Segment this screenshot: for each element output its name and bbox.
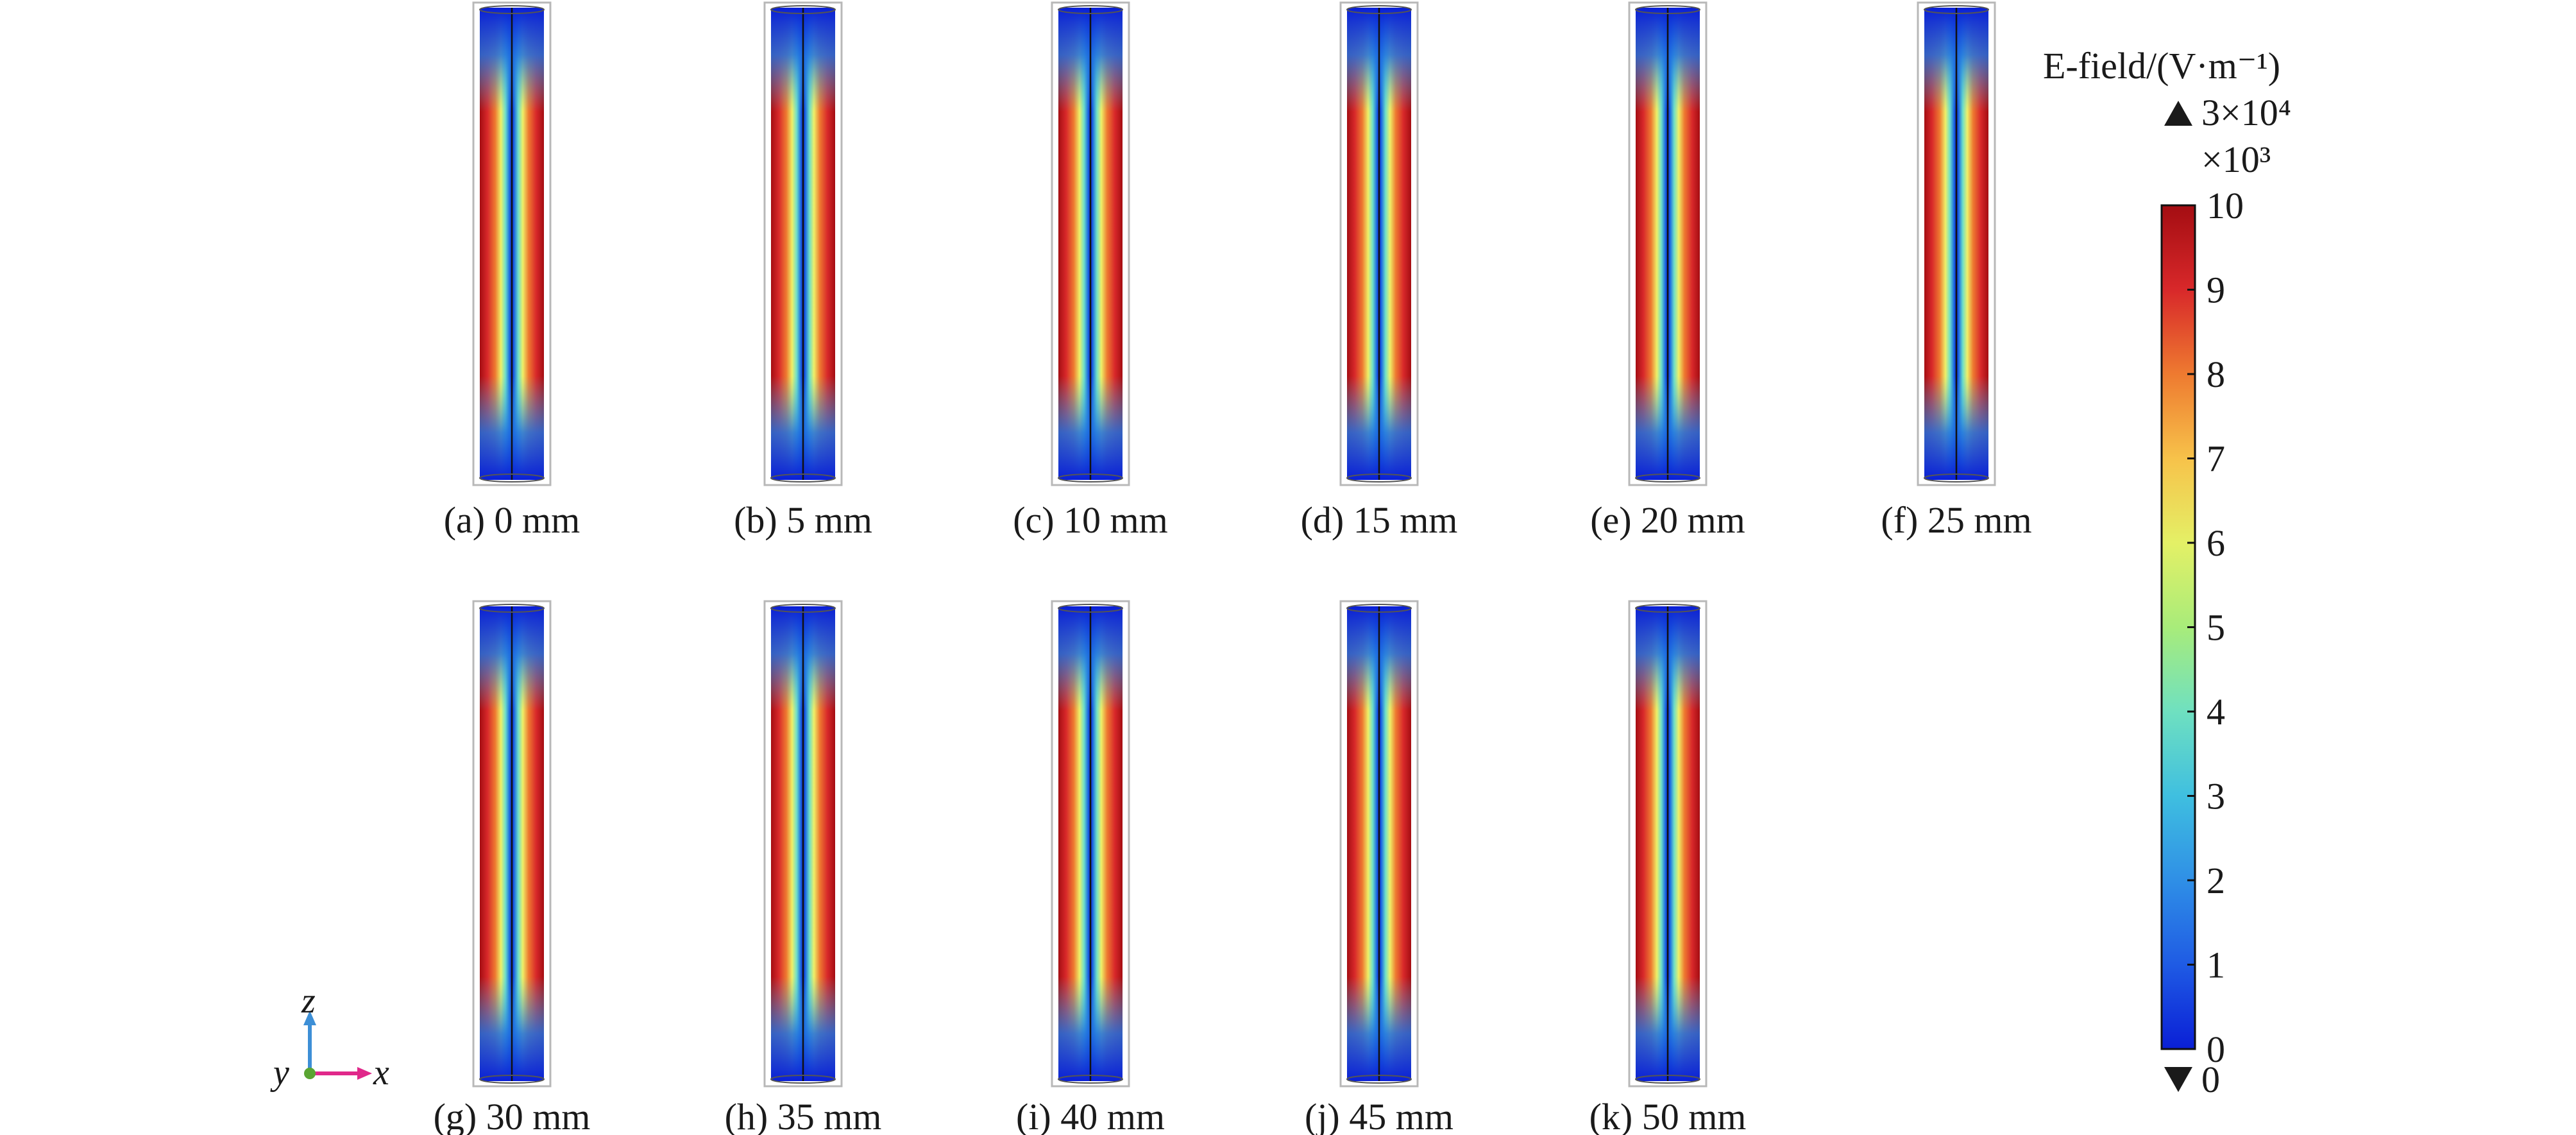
panel-label: (i) 40 mm <box>1016 1096 1165 1135</box>
max-marker-icon <box>2164 101 2192 126</box>
field-panel: (g) 30 mm <box>434 600 591 1135</box>
y-axis-dot <box>304 1068 316 1079</box>
z-axis-arrowhead <box>303 1011 316 1025</box>
panel-label: (b) 5 mm <box>734 499 872 541</box>
panel-label: (d) 15 mm <box>1301 499 1458 541</box>
panel-label: (j) 45 mm <box>1305 1096 1453 1135</box>
panel-label: (a) 0 mm <box>444 499 580 541</box>
top-cap <box>1346 5 1412 14</box>
field-panel: (c) 10 mm <box>1013 1 1168 541</box>
field-panels: (a) 0 mm (b) 5 mm (c) 10 mm (d) 15 mm (e) 20… <box>434 1 2032 1135</box>
colorbar-max-marker: 3×10⁴ <box>2201 92 2291 133</box>
bottom-cap <box>1635 1075 1700 1084</box>
colorbar: E-field/(V·m⁻¹) 3×10⁴ ×10³ 012345678910 … <box>2043 45 2291 1100</box>
colorbar-tick-label: 4 <box>2207 691 2225 733</box>
panel-frame <box>1917 1 1996 486</box>
field-panel: (h) 35 mm <box>725 600 882 1135</box>
field-panel: (i) 40 mm <box>1016 600 1165 1135</box>
colorbar-tick-label: 0 <box>2207 1028 2225 1070</box>
colorbar-tick-label: 10 <box>2207 185 2244 226</box>
bottom-cap <box>1058 474 1123 482</box>
panel-label: (e) 20 mm <box>1590 499 1745 541</box>
colorbar-tick-label: 8 <box>2207 354 2225 395</box>
panel-frame <box>1051 600 1130 1088</box>
field-panel: (a) 0 mm <box>444 1 580 541</box>
field-panel: (e) 20 mm <box>1590 1 1745 541</box>
top-cap <box>479 604 545 613</box>
colorbar-min-marker: 0 <box>2201 1059 2220 1100</box>
axis-triad: z y x <box>270 981 389 1093</box>
min-marker-icon <box>2164 1067 2192 1092</box>
panel-frame <box>1628 600 1707 1088</box>
field-panel: (f) 25 mm <box>1881 1 2032 541</box>
colorbar-ticks: 0 1 2 3 4 5 6 7 8 9 10 <box>2187 185 2244 1070</box>
top-cap <box>1635 5 1700 14</box>
top-cap <box>770 604 836 613</box>
top-cap <box>1058 5 1123 14</box>
bottom-cap <box>1924 474 1989 482</box>
bottom-cap <box>1346 1075 1412 1084</box>
panel-frame <box>1339 1 1419 486</box>
bottom-cap <box>770 1075 836 1084</box>
field-panel: (k) 50 mm <box>1589 600 1747 1135</box>
colorbar-tick-label: 9 <box>2207 269 2225 311</box>
x-axis-arrowhead <box>357 1067 372 1080</box>
panel-label: (g) 30 mm <box>434 1096 591 1135</box>
bottom-cap <box>1635 474 1700 482</box>
bottom-cap <box>770 474 836 482</box>
panel-label: (h) 35 mm <box>725 1096 882 1135</box>
panel-frame <box>1628 1 1707 486</box>
panel-label: (f) 25 mm <box>1881 499 2031 541</box>
z-axis-label: z <box>301 981 316 1021</box>
colorbar-tick-label: 6 <box>2207 522 2225 564</box>
panel-frame <box>472 1 552 486</box>
x-axis-label: x <box>373 1053 389 1093</box>
panel-frame <box>1051 1 1130 486</box>
top-cap <box>1058 604 1123 613</box>
top-cap <box>1346 604 1412 613</box>
bottom-cap <box>1058 1075 1123 1084</box>
colorbar-tick-label: 7 <box>2207 438 2225 480</box>
bottom-cap <box>479 1075 545 1084</box>
colorbar-tick-label: 5 <box>2207 607 2225 649</box>
field-panel: (d) 15 mm <box>1301 1 1458 541</box>
top-cap <box>1635 604 1700 613</box>
top-cap <box>1924 5 1989 14</box>
colorbar-tick-label: 3 <box>2207 776 2225 817</box>
panel-frame <box>763 600 843 1088</box>
field-panel: (j) 45 mm <box>1305 600 1453 1135</box>
top-cap <box>770 5 836 14</box>
panel-frame <box>472 600 552 1088</box>
field-panel: (b) 5 mm <box>734 1 872 541</box>
bottom-cap <box>479 474 545 482</box>
panel-frame <box>763 1 843 486</box>
panel-label: (c) 10 mm <box>1013 499 1168 541</box>
colorbar-multiplier: ×10³ <box>2201 139 2271 180</box>
panel-frame <box>1339 600 1419 1088</box>
colorbar-tick-label: 2 <box>2207 860 2225 901</box>
colorbar-title: E-field/(V·m⁻¹) <box>2043 45 2280 87</box>
top-cap <box>479 5 545 14</box>
panel-label: (k) 50 mm <box>1589 1096 1747 1135</box>
colorbar-tick-label: 1 <box>2207 944 2225 986</box>
bottom-cap <box>1346 474 1412 482</box>
y-axis-label: y <box>270 1053 289 1093</box>
